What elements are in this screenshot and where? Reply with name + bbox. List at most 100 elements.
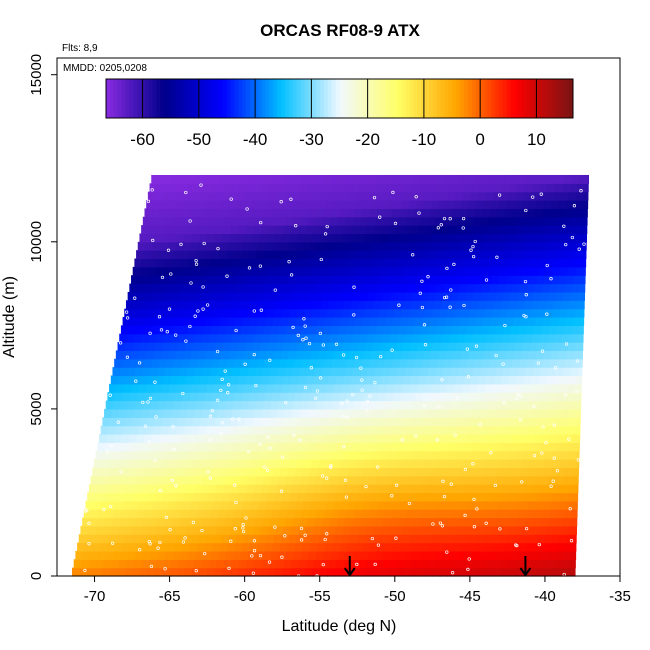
field-cell (540, 517, 549, 527)
field-cell (214, 417, 224, 427)
field-cell (578, 325, 584, 335)
field-cell (344, 333, 353, 343)
field-cell (256, 174, 265, 184)
field-cell (355, 500, 364, 510)
field-cell (370, 500, 379, 510)
y-tick-label: 0 (28, 572, 45, 580)
field-cell (451, 509, 460, 519)
field-cell (312, 492, 321, 502)
field-cell (95, 525, 104, 535)
field-cell (455, 342, 464, 352)
field-cell (548, 550, 557, 560)
field-cell (232, 183, 241, 193)
colorbar-step (168, 79, 173, 118)
field-cell (232, 517, 241, 527)
field-cell (462, 342, 471, 352)
field-cell (334, 233, 343, 243)
field-cell (391, 509, 400, 519)
field-cell (383, 550, 392, 560)
field-cell (536, 200, 545, 209)
field-cell (547, 517, 556, 527)
field-cell (531, 450, 540, 460)
field-cell (376, 358, 385, 368)
field-cell (546, 559, 555, 569)
field-cell (229, 492, 238, 502)
sample-point (183, 536, 187, 540)
sample-point (219, 432, 223, 436)
field-cell (517, 517, 526, 527)
field-cell (342, 342, 351, 352)
field-cell (376, 509, 385, 519)
field-cell (472, 183, 481, 193)
field-cell (250, 317, 259, 326)
field-cell (544, 383, 553, 393)
field-cell (301, 433, 310, 443)
field-cell (179, 258, 188, 268)
field-cell (306, 408, 315, 418)
field-cell (488, 250, 497, 260)
field-cell (398, 325, 407, 335)
x-axis-label: Latitude (deg N) (282, 618, 397, 635)
field-cell (479, 183, 488, 193)
field-cell (467, 392, 476, 402)
field-cell (154, 233, 163, 243)
field-cell (207, 266, 216, 276)
field-cell (290, 417, 299, 427)
field-cell (287, 542, 296, 552)
field-cell (497, 208, 506, 218)
field-cell (166, 283, 175, 293)
field-cell (479, 258, 488, 268)
field-cell (402, 308, 411, 318)
field-cell (328, 450, 337, 460)
field-cell (503, 216, 512, 226)
field-cell (314, 442, 324, 452)
field-cell (385, 241, 394, 251)
field-cell (142, 291, 151, 301)
field-cell (480, 550, 489, 560)
sample-point (118, 341, 123, 345)
field-cell (572, 208, 581, 218)
field-cell (373, 300, 382, 310)
field-cell (252, 342, 261, 352)
field-cell (435, 367, 444, 377)
field-cell (271, 283, 281, 293)
field-cell (195, 291, 204, 301)
sample-point (436, 226, 440, 230)
field-cell (103, 559, 112, 569)
field-cell (315, 475, 324, 485)
field-cell (563, 250, 573, 260)
field-cell (132, 492, 141, 502)
field-cell (118, 484, 128, 494)
field-cell (464, 517, 474, 527)
colorbar-step (234, 79, 239, 118)
field-cell (148, 375, 157, 385)
field-cell (252, 417, 261, 427)
field-cell (503, 250, 513, 260)
field-cell (460, 241, 469, 251)
colorbar-step (246, 79, 251, 118)
field-cell (229, 567, 238, 577)
field-cell (551, 350, 560, 360)
field-cell (306, 333, 315, 343)
field-cell (269, 333, 278, 343)
field-cell (180, 400, 189, 410)
field-cell (275, 342, 284, 352)
field-cell (562, 183, 571, 193)
field-cell (146, 459, 155, 468)
sample-point (531, 195, 535, 199)
field-cell (260, 375, 270, 385)
field-cell (197, 467, 206, 477)
field-cell (409, 383, 418, 393)
field-cell (555, 550, 564, 560)
field-cell (289, 233, 298, 243)
field-cell (356, 459, 365, 468)
field-cell (308, 325, 317, 335)
field-cell (185, 450, 194, 460)
field-cell (396, 484, 405, 494)
field-cell (195, 367, 204, 377)
sample-point (163, 567, 167, 571)
field-cell (196, 433, 205, 443)
field-cell (436, 509, 445, 519)
field-cell (538, 266, 547, 276)
field-cell (145, 425, 154, 435)
